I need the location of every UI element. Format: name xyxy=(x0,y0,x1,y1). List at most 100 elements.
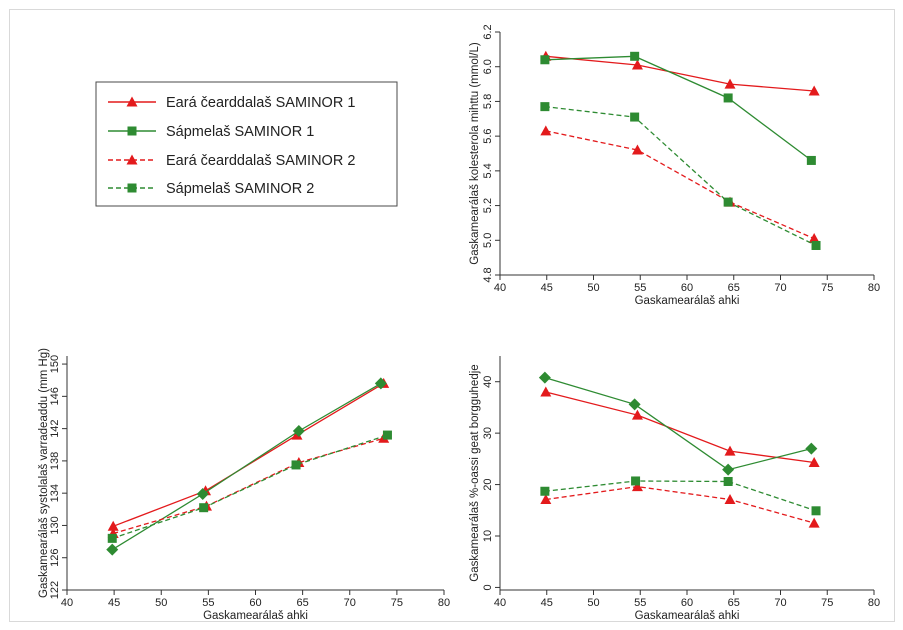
series-line xyxy=(545,391,815,464)
data-point xyxy=(382,430,392,440)
x-axis-label: Gaskamearálaš ahki xyxy=(203,610,308,622)
y-tick-label: 5.6 xyxy=(482,128,494,143)
x-tick-label: 40 xyxy=(494,597,506,609)
data-point xyxy=(540,493,552,504)
legend-marker xyxy=(127,183,137,193)
y-tick-label: 0 xyxy=(482,584,494,590)
y-tick-label: 10 xyxy=(482,530,494,542)
series-line xyxy=(544,480,817,512)
series xyxy=(107,430,392,543)
x-tick-label: 70 xyxy=(344,597,356,609)
data-point xyxy=(631,481,643,492)
series-line xyxy=(545,485,815,524)
data-point xyxy=(811,506,821,516)
data-point xyxy=(722,463,735,476)
y-tick-label: 122 xyxy=(49,581,61,599)
data-point xyxy=(630,51,640,61)
data-point xyxy=(196,487,209,500)
series xyxy=(540,481,820,528)
data-point xyxy=(631,476,641,486)
x-tick-label: 45 xyxy=(541,282,553,294)
x-tick-label: 65 xyxy=(297,597,309,609)
y-tick-label: 130 xyxy=(49,516,61,534)
y-tick-label: 5.0 xyxy=(482,233,494,248)
data-point xyxy=(806,155,816,165)
x-tick-label: 60 xyxy=(249,597,261,609)
series xyxy=(540,386,820,467)
y-axis-label: Gaskamearálaš kolesterola mihttu (mmol/L… xyxy=(469,42,481,265)
data-point xyxy=(291,460,301,470)
data-point xyxy=(107,520,119,531)
data-point xyxy=(106,543,119,556)
series-line xyxy=(111,434,388,540)
data-point xyxy=(723,93,733,103)
x-tick-label: 55 xyxy=(202,597,214,609)
x-tick-label: 40 xyxy=(494,282,506,294)
data-point xyxy=(724,493,736,504)
x-tick-label: 75 xyxy=(391,597,403,609)
y-tick-label: 6.0 xyxy=(482,59,494,74)
data-point xyxy=(808,233,820,244)
legend-label: Sápmelaš SAMINOR 2 xyxy=(166,181,314,197)
figure-border xyxy=(9,9,895,622)
data-point xyxy=(724,78,736,89)
series-line xyxy=(544,105,817,247)
y-tick-label: 5.8 xyxy=(482,94,494,109)
x-tick-label: 75 xyxy=(821,597,833,609)
x-tick-label: 80 xyxy=(438,597,450,609)
x-tick-label: 75 xyxy=(821,282,833,294)
y-tick-label: 40 xyxy=(482,376,494,388)
series xyxy=(540,102,821,250)
legend-items: Eará čearddalaš SAMINOR 1 Sápmelaš SAMINO… xyxy=(108,95,355,197)
y-axis-label: Gaskamearálaš %-oassi geat borgguhedje xyxy=(469,364,481,581)
y-axis-label: Gaskamearálaš systolalaš varradeaddu (mm… xyxy=(38,348,50,598)
percent-chart: 40 45 50 55 60 65 70 75 80010203040Gaskamearálaš… xyxy=(469,356,880,622)
legend-entry: Eará čearddalaš SAMINOR 2 xyxy=(108,153,355,169)
y-tick-label: 5.4 xyxy=(482,163,494,178)
legend-entry: Eará čearddalaš SAMINOR 1 xyxy=(108,95,355,111)
x-axis-label: Gaskamearálaš ahki xyxy=(635,295,740,307)
data-point xyxy=(292,425,305,438)
y-tick-label: 126 xyxy=(49,549,61,567)
legend-marker xyxy=(126,96,138,107)
series-line xyxy=(544,376,812,471)
series-line xyxy=(545,130,815,240)
y-tick-label: 138 xyxy=(49,452,61,470)
legend-label: Eará čearddalaš SAMINOR 1 xyxy=(166,95,355,111)
data-point xyxy=(540,55,550,65)
series-line xyxy=(113,437,384,535)
data-point xyxy=(540,102,550,112)
x-tick-label: 55 xyxy=(634,282,646,294)
data-point xyxy=(538,371,551,384)
y-tick-label: 30 xyxy=(482,427,494,439)
x-tick-label: 50 xyxy=(587,597,599,609)
systolic-chart: 40 45 50 55 60 65 70 75 80 122 126 130 134 138 142 146 1… xyxy=(38,348,450,622)
x-tick-label: 70 xyxy=(774,282,786,294)
data-point xyxy=(628,398,641,411)
x-tick-label: 55 xyxy=(634,597,646,609)
legend-label: Sápmelaš SAMINOR 1 xyxy=(166,124,314,140)
data-point xyxy=(808,85,820,96)
data-point xyxy=(808,456,820,467)
x-tick-label: 40 xyxy=(61,597,73,609)
legend-entry: Sápmelaš SAMINOR 2 xyxy=(108,181,314,197)
data-point xyxy=(107,533,117,543)
x-tick-label: 45 xyxy=(541,597,553,609)
series xyxy=(540,476,821,516)
data-point xyxy=(811,240,821,250)
cholesterol-chart: 40 45 50 55 60 65 70 75 80 4.8 5.0 5.2 5.4 5.6 5.8 6.0 6… xyxy=(469,24,880,307)
y-tick-label: 150 xyxy=(49,355,61,373)
y-tick-label: 5.2 xyxy=(482,198,494,213)
x-tick-label: 60 xyxy=(681,282,693,294)
data-point xyxy=(805,442,818,455)
data-point xyxy=(631,144,643,155)
legend-marker xyxy=(127,126,137,136)
data-point xyxy=(630,112,640,122)
data-point xyxy=(540,486,550,496)
x-tick-label: 50 xyxy=(155,597,167,609)
x-axis-label: Gaskamearálaš ahki xyxy=(635,610,740,622)
x-tick-label: 80 xyxy=(868,282,880,294)
legend: Eará čearddalaš SAMINOR 1 Sápmelaš SAMINO… xyxy=(95,81,398,207)
data-point xyxy=(724,445,736,456)
